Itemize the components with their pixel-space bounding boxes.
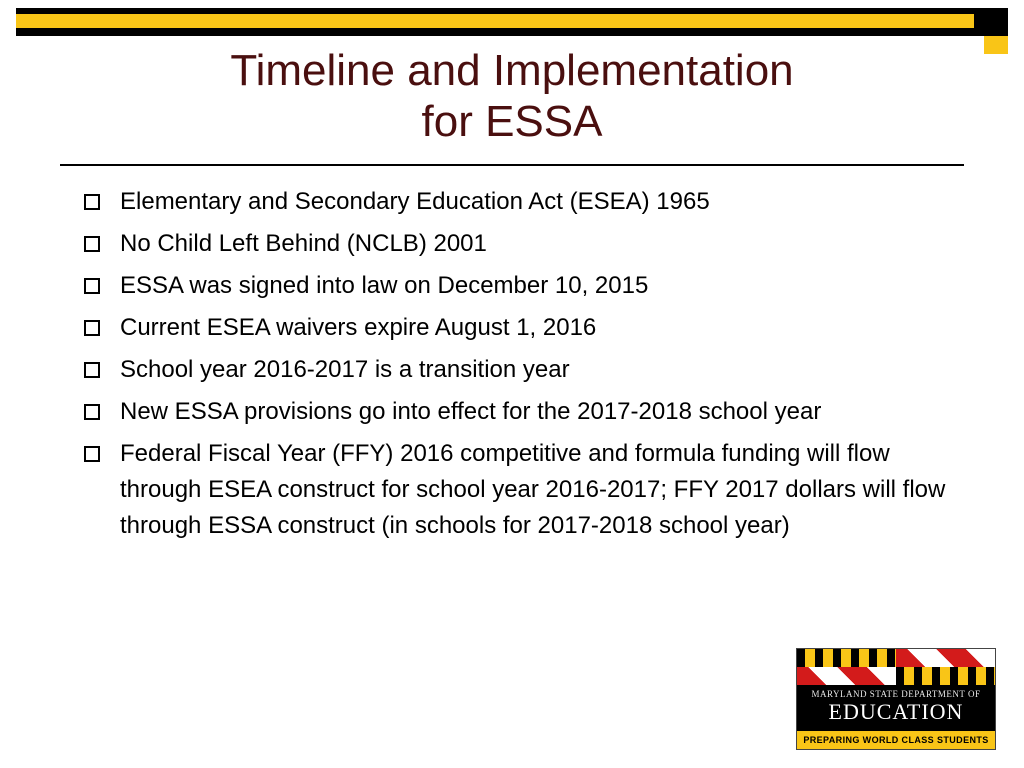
bar-corner xyxy=(984,36,1008,54)
bar-stripe xyxy=(16,14,974,28)
logo-tagline: PREPARING WORLD CLASS STUDENTS xyxy=(797,731,995,749)
bar-stripe xyxy=(16,28,1008,36)
maryland-flag-icon xyxy=(797,649,995,685)
list-item: Current ESEA waivers expire August 1, 20… xyxy=(80,310,964,346)
list-item: New ESSA provisions go into effect for t… xyxy=(80,394,964,430)
list-item: ESSA was signed into law on December 10,… xyxy=(80,268,964,304)
bullet-text: Elementary and Secondary Education Act (… xyxy=(120,188,710,215)
bullet-text: Current ESEA waivers expire August 1, 20… xyxy=(120,314,596,341)
header-accent-bar xyxy=(0,0,1024,36)
msde-logo: MARYLAND STATE DEPARTMENT OF EDUCATION P… xyxy=(796,648,996,750)
bar-stripe xyxy=(974,14,1008,28)
bullet-text: ESSA was signed into law on December 10,… xyxy=(120,272,648,299)
title-line-1: Timeline and Implementation xyxy=(230,46,793,95)
list-item: Federal Fiscal Year (FFY) 2016 competiti… xyxy=(80,436,964,544)
slide-title: Timeline and Implementation for ESSA xyxy=(60,46,964,147)
logo-text-block: MARYLAND STATE DEPARTMENT OF EDUCATION xyxy=(797,685,995,731)
logo-overline: MARYLAND STATE DEPARTMENT OF xyxy=(797,689,995,699)
bullet-text: Federal Fiscal Year (FFY) 2016 competiti… xyxy=(120,440,945,539)
bullet-text: School year 2016-2017 is a transition ye… xyxy=(120,356,570,383)
bullet-list: Elementary and Secondary Education Act (… xyxy=(80,184,964,550)
title-divider xyxy=(60,164,964,166)
list-item: No Child Left Behind (NCLB) 2001 xyxy=(80,226,964,262)
bullet-text: New ESSA provisions go into effect for t… xyxy=(120,398,821,425)
bullet-text: No Child Left Behind (NCLB) 2001 xyxy=(120,230,487,257)
logo-main-word: EDUCATION xyxy=(797,699,995,725)
title-line-2: for ESSA xyxy=(422,97,603,146)
list-item: School year 2016-2017 is a transition ye… xyxy=(80,352,964,388)
list-item: Elementary and Secondary Education Act (… xyxy=(80,184,964,220)
